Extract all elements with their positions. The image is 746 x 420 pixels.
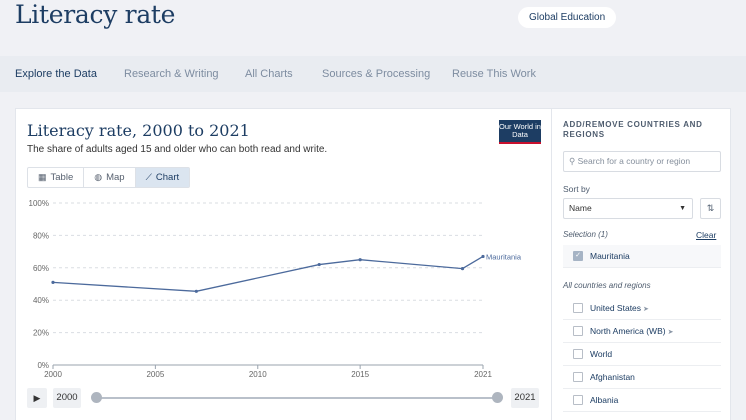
tab-chart[interactable]: ⟋ Chart (135, 168, 190, 187)
chart-panel: Literacy rate, 2000 to 2021 The share of… (15, 108, 731, 420)
data-point (51, 280, 55, 284)
data-point (194, 289, 198, 293)
timeline-end-year: 2021 (511, 388, 539, 408)
checkbox[interactable] (573, 303, 583, 313)
line-chart-icon: ⟋ (145, 172, 152, 182)
play-button[interactable]: ▶ (27, 388, 47, 408)
tab-all-charts[interactable]: All Charts (245, 68, 293, 80)
data-point (481, 254, 485, 259)
all-countries-label: All countries and regions (563, 281, 651, 290)
list-item[interactable]: United States ➤ (563, 297, 721, 320)
data-point (460, 267, 465, 271)
list-item[interactable]: Albania (563, 389, 721, 412)
list-item-label: Albania (590, 395, 619, 405)
x-tick-label: 2005 (146, 370, 164, 379)
checkbox[interactable] (573, 372, 583, 382)
timeline-start-year: 2000 (53, 388, 81, 408)
list-item-label: United States (590, 303, 642, 313)
tab-chart-label: Chart (155, 172, 180, 183)
selected-item[interactable]: ✓ Mauritania (563, 245, 721, 268)
table-icon: ▦ (38, 172, 47, 182)
arrow-icon: ➤ (643, 306, 649, 313)
timeline: ▶ 2000 2021 (27, 388, 539, 410)
chart-title: Literacy rate, 2000 to 2021 (27, 121, 250, 140)
tab-map-label: Map (106, 172, 125, 183)
view-tabs: ▦ Table ◍ Map ⟋ Chart (27, 167, 191, 188)
series-line (52, 255, 484, 292)
line-chart: 0% 20% 40% 60% 80% 100% 2000 2005 2010 2015 2021 Ma… (29, 199, 522, 379)
sort-order-button[interactable]: ⇅ (700, 198, 721, 219)
list-item-label: North America (WB) (590, 326, 666, 336)
tab-map[interactable]: ◍ Map (84, 168, 136, 187)
y-tick-label: 80% (33, 231, 49, 240)
y-tick-label: 40% (33, 296, 49, 305)
timeline-end-handle[interactable] (492, 392, 503, 403)
globe-icon: ◍ (94, 172, 103, 182)
search-icon: ⚲ (569, 156, 576, 166)
x-tick-label: 2015 (351, 370, 369, 379)
selection-label: Selection (1) (563, 230, 608, 239)
nav-bar: Explore the Data Research & Writing All … (0, 56, 746, 92)
search-input[interactable]: ⚲ Search for a country or region (563, 151, 721, 172)
owid-logo[interactable]: Our World in Data (499, 120, 541, 144)
data-point (358, 258, 362, 262)
clear-button[interactable]: Clear (696, 230, 717, 240)
entity-sidebar: ADD/REMOVE COUNTRIES AND REGIONS ⚲ Searc… (551, 109, 731, 420)
series-label: Mauritania (486, 252, 522, 261)
topic-pill[interactable]: Global Education (518, 7, 617, 28)
sidebar-heading: ADD/REMOVE COUNTRIES AND REGIONS (563, 120, 703, 139)
list-item[interactable]: Afghanistan (563, 366, 721, 389)
timeline-start-handle[interactable] (91, 392, 102, 403)
list-item-label: Afghanistan (590, 372, 635, 382)
checkbox-checked[interactable]: ✓ (573, 251, 583, 261)
list-item-label: World (590, 349, 613, 359)
tab-research-writing[interactable]: Research & Writing (124, 68, 219, 80)
y-tick-label: 60% (33, 264, 49, 273)
chart-subtitle: The share of adults aged 15 and older wh… (27, 144, 328, 155)
x-tick-label: 2000 (44, 370, 62, 379)
play-icon: ▶ (33, 393, 41, 403)
x-tick-label: 2021 (474, 370, 492, 379)
sort-order-icon: ⇅ (706, 203, 715, 213)
y-tick-label: 100% (29, 199, 49, 208)
list-item[interactable]: World (563, 343, 721, 366)
tab-reuse-this-work[interactable]: Reuse This Work (452, 68, 536, 80)
arrow-icon: ➤ (667, 329, 674, 336)
chevron-down-icon: ▼ (679, 205, 686, 212)
y-tick-label: 0% (37, 361, 49, 370)
sort-value: Name (569, 203, 592, 213)
tab-table-label: Table (50, 172, 74, 183)
page-title: Literacy rate (15, 0, 176, 29)
selected-item-label: Mauritania (590, 251, 630, 261)
checkbox[interactable] (573, 349, 583, 359)
sort-select[interactable]: Name ▼ (563, 198, 693, 219)
timeline-track[interactable] (97, 397, 497, 399)
y-tick-label: 20% (33, 329, 49, 338)
x-tick-label: 2010 (249, 370, 267, 379)
checkbox[interactable] (573, 395, 583, 405)
list-item[interactable]: North America (WB) ➤ (563, 320, 721, 343)
tab-explore-the-data[interactable]: Explore the Data (15, 68, 97, 80)
search-placeholder: Search for a country or region (577, 156, 691, 166)
tab-sources-processing[interactable]: Sources & Processing (322, 68, 431, 80)
data-point (317, 262, 321, 267)
sort-label: Sort by (563, 184, 590, 194)
checkbox[interactable] (573, 326, 583, 336)
tab-table[interactable]: ▦ Table (28, 168, 85, 187)
